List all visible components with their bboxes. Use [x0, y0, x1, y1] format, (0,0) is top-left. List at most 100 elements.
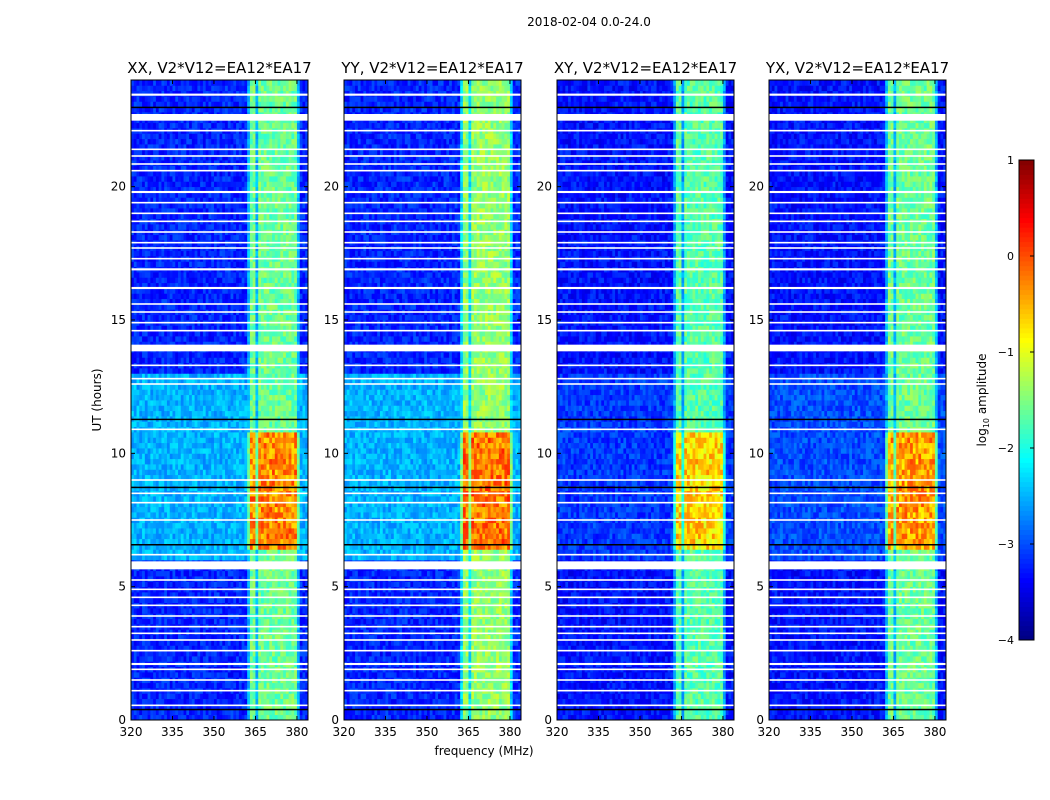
heatmap-cell — [302, 458, 306, 465]
heatmap-cell — [161, 522, 165, 529]
heatmap-cell — [266, 394, 270, 401]
heatmap-cell — [238, 474, 243, 481]
heatmap-cell — [136, 480, 140, 486]
heatmap-cell — [302, 682, 306, 689]
heatmap-cell — [213, 394, 218, 401]
heatmap-cell — [133, 496, 137, 502]
heatmap-cell — [202, 698, 207, 705]
heatmap-cell — [252, 384, 256, 390]
heatmap-cell — [302, 373, 306, 380]
heatmap-cell — [266, 330, 270, 337]
heatmap-cell — [166, 480, 171, 486]
heatmap-cell — [236, 437, 240, 444]
heatmap-cell — [189, 474, 193, 481]
heatmap-cell — [258, 410, 262, 417]
heatmap-cell — [191, 458, 196, 465]
heatmap-cell — [183, 410, 187, 417]
heatmap-cell — [180, 533, 184, 540]
heatmap-cell — [269, 698, 273, 705]
heatmap-cell — [225, 394, 229, 401]
heatmap-cell — [150, 512, 154, 518]
heatmap-cell — [155, 501, 160, 508]
heatmap-cell — [291, 485, 295, 492]
heatmap-cell — [144, 640, 148, 646]
heatmap-cell — [296, 442, 301, 449]
heatmap-cell — [144, 597, 148, 604]
heatmap-cell — [263, 496, 267, 502]
heatmap-cell — [238, 672, 243, 678]
heatmap-cell — [200, 352, 204, 358]
heatmap-cell — [236, 656, 240, 662]
heatmap-cell — [172, 432, 176, 438]
heatmap-cell — [202, 501, 207, 508]
heatmap-cell — [244, 693, 248, 700]
heatmap-cell — [269, 570, 273, 577]
heatmap-cell — [241, 442, 245, 449]
heatmap-cell — [238, 501, 243, 508]
heatmap-cell — [178, 544, 182, 550]
heatmap-cell — [238, 704, 243, 710]
heatmap-cell — [288, 458, 292, 465]
heatmap-cell — [158, 581, 162, 588]
heatmap-cell — [197, 314, 201, 321]
heatmap-cell — [172, 709, 176, 716]
heatmap-cell — [150, 693, 154, 700]
heatmap-cell — [147, 506, 151, 513]
heatmap-cell — [183, 709, 187, 716]
heatmap-cell — [189, 469, 193, 476]
heatmap-cell — [236, 544, 240, 550]
heatmap-cell — [233, 533, 237, 540]
heatmap-cell — [153, 485, 157, 492]
heatmap-cell — [263, 656, 267, 662]
heatmap-cell — [274, 501, 278, 508]
heatmap-cell — [208, 485, 212, 492]
heatmap-cell — [183, 453, 187, 460]
heatmap-cell — [202, 522, 207, 529]
heatmap-cell — [302, 714, 306, 721]
heatmap-cell — [158, 512, 162, 518]
heatmap-cell — [142, 538, 146, 545]
heatmap-cell — [164, 576, 168, 582]
heatmap-cell — [258, 336, 262, 342]
heatmap-cell — [180, 698, 184, 705]
heatmap-cell — [161, 533, 165, 540]
heatmap-cell — [161, 378, 165, 385]
heatmap-cell — [260, 432, 265, 438]
heatmap-cell — [131, 373, 135, 380]
heatmap-cell — [260, 656, 265, 662]
heatmap-cell — [175, 592, 179, 598]
heatmap-cell — [233, 682, 237, 689]
heatmap-cell — [280, 581, 284, 588]
heatmap-cell — [249, 698, 254, 705]
heatmap-cell — [258, 304, 262, 310]
heatmap-cell — [139, 693, 143, 700]
heatmap-cell — [274, 693, 278, 700]
heatmap-cell — [147, 698, 151, 705]
heatmap-cell — [202, 336, 207, 342]
heatmap-cell — [291, 528, 295, 534]
heatmap-cell — [139, 629, 143, 636]
heatmap-cell — [216, 682, 220, 689]
heatmap-cell — [260, 693, 265, 700]
heatmap-cell — [241, 448, 245, 454]
heatmap-cell — [272, 640, 276, 646]
heatmap-cell — [180, 437, 184, 444]
heatmap-cell — [305, 672, 309, 678]
heatmap-cell — [255, 538, 259, 545]
heatmap-cell — [288, 352, 292, 358]
heatmap-cell — [180, 528, 184, 534]
heatmap-cell — [139, 330, 143, 337]
heatmap-cell — [299, 389, 303, 396]
heatmap-cell — [144, 442, 148, 449]
heatmap-cell — [222, 469, 226, 476]
heatmap-cell — [227, 634, 231, 641]
heatmap-cell — [153, 506, 157, 513]
heatmap-cell — [236, 640, 240, 646]
heatmap-cell — [216, 608, 220, 614]
heatmap-cell — [183, 570, 187, 577]
heatmap-cell — [280, 496, 284, 502]
heatmap-cell — [153, 373, 157, 380]
heatmap-cell — [153, 304, 157, 310]
heatmap-cell — [186, 458, 190, 465]
heatmap-cell — [296, 570, 301, 577]
